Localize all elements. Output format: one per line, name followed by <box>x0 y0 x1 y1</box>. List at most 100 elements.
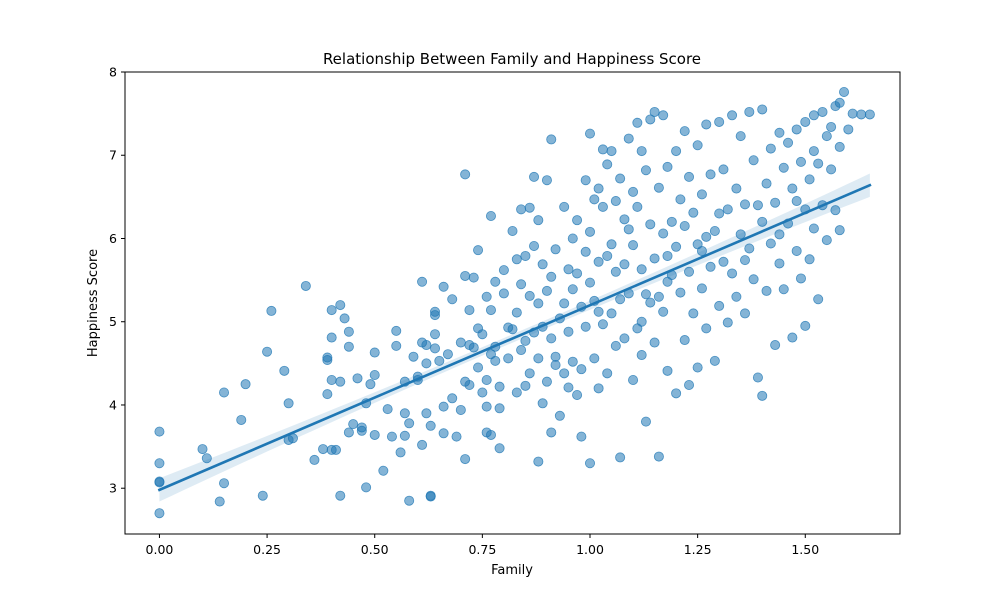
data-point <box>615 294 626 305</box>
data-point <box>606 308 617 319</box>
data-point <box>550 244 561 255</box>
data-point <box>740 199 751 210</box>
data-point <box>675 194 686 205</box>
data-point <box>585 226 596 237</box>
data-point <box>705 169 716 180</box>
data-point <box>361 482 372 493</box>
data-point <box>503 353 514 364</box>
data-point <box>541 376 552 387</box>
data-point <box>795 273 806 284</box>
data-point <box>567 356 578 367</box>
data-point <box>666 216 677 227</box>
data-point <box>559 201 570 212</box>
data-point <box>636 350 647 361</box>
data-point <box>813 294 824 305</box>
y-tick-label: 3 <box>109 481 117 496</box>
data-point <box>322 352 333 363</box>
data-point <box>546 134 557 145</box>
data-point <box>550 360 561 371</box>
data-point <box>649 337 660 348</box>
data-point <box>787 332 798 343</box>
data-point <box>679 126 690 137</box>
data-point <box>429 343 440 354</box>
data-point <box>326 374 337 385</box>
data-point <box>197 444 208 455</box>
data-point <box>343 427 354 438</box>
data-point <box>279 365 290 376</box>
data-point <box>417 439 428 450</box>
data-point <box>356 422 367 433</box>
data-point <box>718 256 729 267</box>
data-point <box>714 208 725 219</box>
data-point <box>529 171 540 182</box>
data-point <box>684 171 695 182</box>
data-point <box>585 128 596 139</box>
data-point <box>649 253 660 264</box>
data-point <box>752 200 763 211</box>
data-point <box>834 141 845 152</box>
data-point <box>464 379 475 390</box>
data-point <box>546 427 557 438</box>
y-tick-label: 7 <box>109 148 117 163</box>
data-point <box>404 495 415 506</box>
data-point <box>326 305 337 316</box>
data-point <box>468 272 479 283</box>
data-point <box>477 387 488 398</box>
data-point <box>451 431 462 442</box>
data-point <box>520 250 531 261</box>
data-point <box>533 353 544 364</box>
data-point <box>830 205 841 216</box>
data-point <box>692 362 703 373</box>
data-point <box>602 250 613 261</box>
data-point <box>787 183 798 194</box>
plot-border <box>124 71 901 535</box>
data-point <box>821 131 832 142</box>
data-point <box>485 305 496 316</box>
x-axis: 0.00 0.25 0.50 0.75 1.00 1.25 1.50 <box>146 534 819 557</box>
x-tick-label: 1.25 <box>684 542 712 557</box>
data-point <box>714 300 725 311</box>
data-point <box>757 390 768 401</box>
data-point <box>447 294 458 305</box>
data-point <box>395 447 406 458</box>
data-point <box>808 110 819 121</box>
data-point <box>154 458 165 469</box>
data-point <box>843 124 854 135</box>
data-point <box>628 240 639 251</box>
data-point <box>378 465 389 476</box>
data-point <box>748 274 759 285</box>
data-point <box>425 491 436 502</box>
data-point <box>580 321 591 332</box>
data-point <box>369 370 380 381</box>
data-point <box>563 264 574 275</box>
data-point <box>473 245 484 256</box>
data-point <box>533 215 544 226</box>
data-point <box>529 240 540 251</box>
data-point <box>744 106 755 117</box>
data-point <box>722 317 733 328</box>
data-point <box>511 307 522 318</box>
data-point <box>839 86 850 97</box>
data-point <box>696 189 707 200</box>
data-point <box>740 308 751 319</box>
data-point <box>438 428 449 439</box>
data-point <box>563 382 574 393</box>
data-point <box>343 341 354 352</box>
data-point <box>460 454 471 465</box>
data-point <box>722 204 733 215</box>
data-point <box>481 291 492 302</box>
data-point <box>219 478 230 489</box>
data-point <box>550 351 561 362</box>
y-tick-label: 5 <box>109 314 117 329</box>
data-point <box>774 229 785 240</box>
data-point <box>520 335 531 346</box>
data-point <box>386 431 397 442</box>
data-point <box>468 342 479 353</box>
data-point <box>408 351 419 362</box>
x-tick-label: 0.00 <box>146 542 174 557</box>
data-point <box>580 246 591 257</box>
data-point <box>567 233 578 244</box>
data-point <box>429 329 440 340</box>
data-point <box>326 332 337 343</box>
data-point <box>834 97 845 108</box>
